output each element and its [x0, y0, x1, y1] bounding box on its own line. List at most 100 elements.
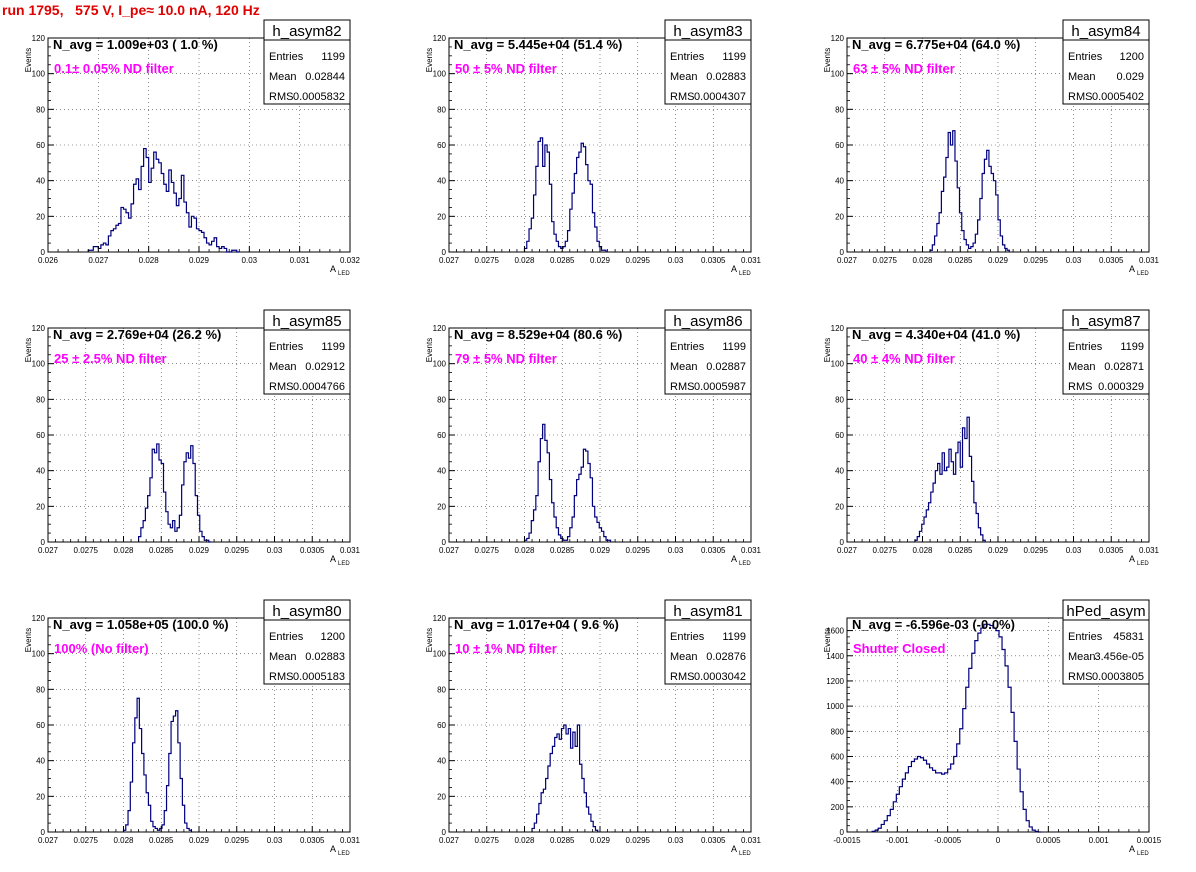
x-tick-label: 0.027: [439, 256, 460, 265]
y-tick-label: 1200: [826, 677, 844, 686]
stats-rms-value: 0.0003042: [694, 671, 746, 683]
stats-rms-label: RMS: [1068, 91, 1092, 103]
x-tick-label: 0.03: [267, 546, 283, 555]
x-tick-label: 0.029: [590, 256, 611, 265]
histogram-line: [871, 623, 1042, 833]
y-tick-label: 200: [831, 803, 845, 812]
y-axis-title: Events: [425, 338, 434, 362]
stats-rms-label: RMS: [670, 381, 694, 393]
y-tick-label: 60: [437, 721, 446, 730]
x-tick-label: 0.0275: [74, 546, 99, 555]
y-tick-label: 60: [835, 141, 844, 150]
histogram-name: h_asym87: [1071, 313, 1140, 330]
x-tick-label: 0.0305: [300, 836, 325, 845]
stats-mean-value: 0.02844: [305, 71, 345, 83]
x-axis-title: A: [1129, 554, 1135, 564]
x-tick-label: 0.028: [912, 256, 933, 265]
navg-annotation: N_avg = 5.445e+04 (51.4 %): [454, 37, 622, 52]
stats-rms-label: RMS: [670, 91, 694, 103]
x-tick-label: 0.0275: [475, 836, 500, 845]
y-axis-title: Events: [425, 628, 434, 652]
x-tick-label: 0.029: [988, 546, 1009, 555]
y-tick-label: 120: [831, 324, 845, 333]
stats-entries-value: 1200: [1120, 51, 1144, 63]
y-axis-title: Events: [24, 338, 33, 362]
navg-annotation: N_avg = 6.775e+04 (64.0 %): [852, 37, 1020, 52]
stats-entries-label: Entries: [670, 631, 705, 643]
x-axis-title-subscript: LED: [1137, 271, 1149, 277]
stats-box: [263, 329, 351, 395]
x-axis-title: A: [731, 554, 737, 564]
x-tick-label: 0.0305: [701, 256, 726, 265]
y-tick-label: 600: [831, 752, 845, 761]
histogram-name: h_asym85: [272, 313, 341, 330]
stats-rms-label: RMS: [269, 671, 293, 683]
filter-label: 100% (No filter): [54, 641, 149, 656]
navg-annotation: N_avg = 2.769e+04 (26.2 %): [53, 327, 221, 342]
stats-entries-label: Entries: [670, 341, 705, 353]
stats-entries-value: 1200: [321, 631, 345, 643]
y-tick-label: 20: [437, 212, 446, 221]
run-title: run 1795, 575 V, I_pe≈ 10.0 nA, 120 Hz: [2, 2, 260, 18]
x-tick-label: 0.027: [38, 546, 59, 555]
stats-box: [263, 619, 351, 685]
y-tick-label: 0: [442, 538, 447, 547]
y-tick-label: 20: [36, 792, 45, 801]
histogram-name: h_asym84: [1071, 23, 1140, 40]
filter-label: 0.1± 0.05% ND filter: [54, 61, 174, 76]
stats-mean-label: Mean: [1068, 651, 1096, 663]
histogram-panel-h_asym86: 0.027 0.0275 0.028 0.0285 0.029 0.0295 0.03 0.0…: [425, 309, 762, 567]
histogram-panel-h_asym83: 0.027 0.0275 0.028 0.0285 0.029 0.0295 0.03 0.0…: [425, 19, 762, 277]
x-axis-title: A: [731, 264, 737, 274]
navg-annotation: N_avg = 8.529e+04 (80.6 %): [454, 327, 622, 342]
stats-box: [664, 39, 752, 105]
y-tick-label: 40: [36, 177, 45, 186]
y-tick-label: 20: [437, 502, 446, 511]
x-tick-label: 0.03: [668, 256, 684, 265]
stats-mean-value: 0.02883: [706, 71, 746, 83]
y-tick-label: 20: [36, 212, 45, 221]
stats-box: [1062, 39, 1150, 105]
stats-rms-label: RMS: [670, 671, 694, 683]
y-tick-label: 120: [433, 614, 447, 623]
stats-entries-value: 1199: [722, 51, 746, 63]
filter-label: 40 ± 4% ND filter: [853, 351, 955, 366]
y-axis-title: Events: [823, 48, 832, 72]
histogram-name: h_asym81: [673, 603, 742, 620]
x-tick-label: 0.028: [113, 836, 134, 845]
y-tick-label: 60: [437, 141, 446, 150]
x-tick-label: 0.03: [1066, 256, 1082, 265]
stats-rms-label: RMS: [269, 381, 293, 393]
filter-label: 10 ± 1% ND filter: [455, 641, 557, 656]
x-tick-label: 0.029: [189, 256, 210, 265]
stats-mean-label: Mean: [670, 361, 698, 373]
y-tick-label: 80: [835, 105, 844, 114]
stats-rms-label: RMS: [1068, 671, 1092, 683]
y-tick-label: 120: [433, 324, 447, 333]
stats-mean-label: Mean: [1068, 361, 1096, 373]
x-axis-title-subscript: LED: [1137, 851, 1149, 857]
stats-entries-label: Entries: [269, 631, 304, 643]
y-tick-label: 120: [831, 34, 845, 43]
y-tick-label: 80: [835, 395, 844, 404]
stats-mean-label: Mean: [670, 71, 698, 83]
stats-entries-value: 1199: [321, 51, 345, 63]
y-tick-label: 0: [442, 248, 447, 257]
x-tick-label: 0.028: [514, 836, 535, 845]
y-tick-label: 0: [41, 538, 46, 547]
y-tick-label: 1400: [826, 652, 844, 661]
y-tick-label: 40: [437, 177, 446, 186]
x-tick-label: 0.032: [340, 256, 361, 265]
y-tick-label: 100: [433, 70, 447, 79]
x-tick-label: 0.029: [590, 836, 611, 845]
x-axis-title-subscript: LED: [739, 561, 751, 567]
x-tick-label: 0.0305: [300, 546, 325, 555]
x-tick-label: 0.0285: [550, 256, 575, 265]
stats-box: [664, 619, 752, 685]
x-tick-label: 0.026: [38, 256, 59, 265]
histogram-panel-h_asym80: 0.027 0.0275 0.028 0.0285 0.029 0.0295 0.03 0.0…: [24, 599, 361, 857]
stats-mean-label: Mean: [1068, 71, 1096, 83]
y-tick-label: 80: [36, 395, 45, 404]
x-tick-label: 0.031: [741, 836, 762, 845]
